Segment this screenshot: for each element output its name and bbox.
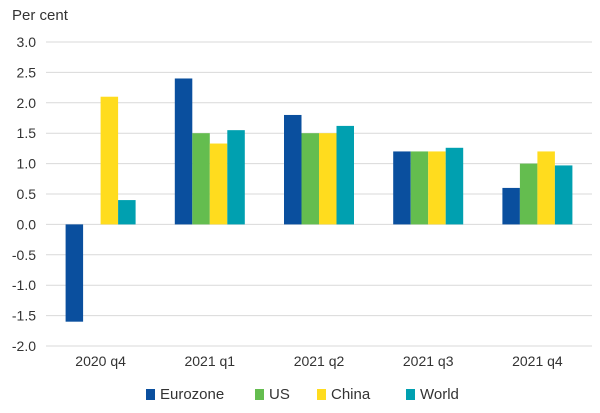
legend-swatch-world xyxy=(406,389,415,400)
bar-china-2021-q4 xyxy=(537,151,555,225)
bar-china-2020-q4 xyxy=(100,96,119,225)
bar-eurozone-2021-q4 xyxy=(502,187,520,225)
legend-label-china: China xyxy=(331,386,371,403)
bar-world-2021-q4 xyxy=(554,165,573,225)
legend-swatch-eurozone xyxy=(146,389,155,400)
y-axis-ticks: 3.0 2.5 2.0 1.5 1.0 0.5 0.0 -0.5 -1.0 -1.5 -2.0 xyxy=(12,34,36,354)
y-tick-label: 1.5 xyxy=(17,125,37,141)
x-tick-label: 2021 q2 xyxy=(294,353,345,369)
y-tick-label: -2.0 xyxy=(12,338,36,354)
y-unit-label: Per cent xyxy=(12,7,69,24)
bar-china-2021-q1 xyxy=(209,143,228,225)
bar-world-2020-q4 xyxy=(118,200,136,225)
y-tick-label: -1.0 xyxy=(12,277,36,293)
bar-china-2021-q3 xyxy=(428,151,446,225)
legend-label-world: World xyxy=(420,386,459,403)
x-axis-ticks: 2020 q4 2021 q1 2021 q2 2021 q3 2021 q4 xyxy=(75,353,563,369)
y-tick-label: 0.0 xyxy=(17,216,37,232)
bar-us-2021-q1 xyxy=(192,133,210,225)
y-tick-label: -0.5 xyxy=(12,247,36,263)
bar-eurozone-2021-q1 xyxy=(174,78,193,225)
legend-swatch-china xyxy=(317,389,326,400)
legend-swatch-us xyxy=(255,389,264,400)
x-tick-label: 2021 q1 xyxy=(184,353,235,369)
bar-eurozone-2021-q3 xyxy=(393,151,411,225)
bar-world-2021-q3 xyxy=(445,147,464,225)
bar-eurozone-2020-q4 xyxy=(65,224,84,322)
x-tick-label: 2021 q4 xyxy=(512,353,563,369)
y-tick-label: 2.0 xyxy=(17,95,37,111)
bar-us-2021-q2 xyxy=(301,133,319,225)
legend-label-us: US xyxy=(269,386,290,403)
y-tick-label: 1.0 xyxy=(17,156,37,172)
legend: Eurozone US China World xyxy=(146,386,459,403)
legend-label-eurozone: Eurozone xyxy=(160,386,224,403)
y-tick-label: 3.0 xyxy=(17,34,37,50)
bar-china-2021-q2 xyxy=(319,133,337,225)
x-tick-label: 2020 q4 xyxy=(75,353,126,369)
bar-world-2021-q2 xyxy=(336,125,354,225)
x-tick-label: 2021 q3 xyxy=(403,353,454,369)
y-tick-label: 0.5 xyxy=(17,186,37,202)
bar-eurozone-2021-q2 xyxy=(284,114,302,225)
bar-us-2021-q3 xyxy=(410,151,429,225)
y-tick-label: 2.5 xyxy=(17,64,37,80)
bar-us-2021-q4 xyxy=(519,163,538,225)
bar-world-2021-q1 xyxy=(227,130,245,225)
bars xyxy=(65,78,573,322)
y-tick-label: -1.5 xyxy=(12,308,36,324)
